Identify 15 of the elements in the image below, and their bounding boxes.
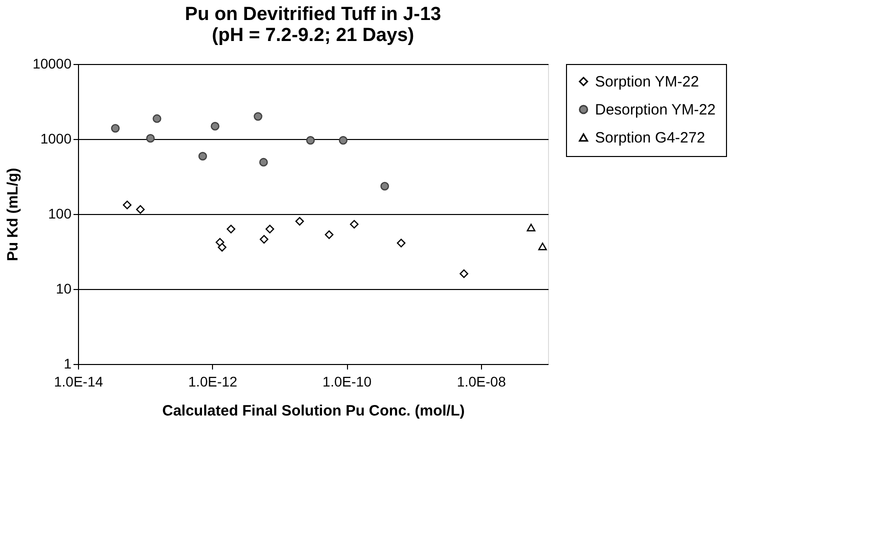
x-axis-title: Calculated Final Solution Pu Conc. (mol/L): [162, 402, 465, 420]
legend-label: Sorption YM-22: [595, 74, 699, 90]
legend-label: Desorption YM-22: [595, 102, 716, 118]
y-tick-label: 100: [48, 206, 72, 222]
x-tick-label: 1.0E-10: [322, 374, 372, 390]
x-tick-label: 1.0E-12: [188, 374, 238, 390]
y-tick-label: 1: [64, 356, 72, 372]
x-tick-label: 1.0E-14: [54, 374, 104, 390]
y-axis-title: Pu Kd (mL/g): [4, 168, 22, 262]
x-tick-label: 1.0E-08: [456, 374, 506, 390]
legend-label: Sorption G4-272: [595, 130, 706, 146]
y-tick-label: 10000: [32, 56, 72, 72]
y-tick-label: 1000: [40, 130, 72, 146]
y-tick-label: 10: [56, 280, 72, 296]
chart-title: Pu on Devitrified Tuff in J-13 (pH = 7.2-9.2; 21 Days): [184, 4, 442, 46]
